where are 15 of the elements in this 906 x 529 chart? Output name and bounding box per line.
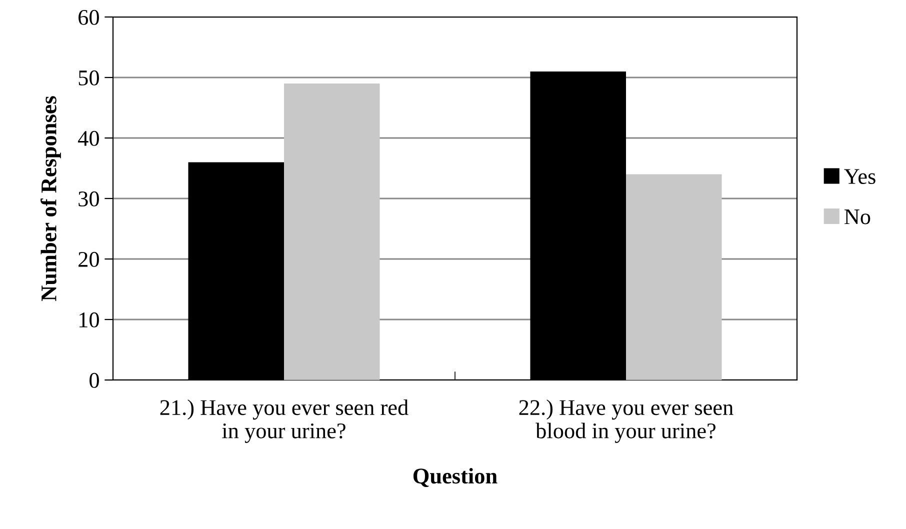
- y-axis-title: Number of Responses: [40, 96, 61, 301]
- x-tick-label: 21.) Have you ever seen red in your urine?: [160, 399, 408, 443]
- y-tick-label: 50: [78, 70, 99, 86]
- legend-label: Yes: [844, 169, 876, 184]
- y-tick-label: 30: [78, 191, 99, 206]
- y-tick-label: 20: [78, 252, 99, 267]
- legend-label: No: [844, 210, 870, 224]
- x-axis-title: Question: [413, 468, 498, 487]
- y-tick-label: 60: [78, 10, 99, 25]
- y-tick-label: 0: [90, 372, 99, 388]
- x-tick-label: 22.) Have you ever seen blood in your urine?: [519, 399, 734, 443]
- bar: [284, 84, 380, 380]
- y-tick-label: 40: [78, 130, 99, 146]
- y-tick-label: 10: [80, 312, 99, 328]
- bar: [626, 174, 722, 380]
